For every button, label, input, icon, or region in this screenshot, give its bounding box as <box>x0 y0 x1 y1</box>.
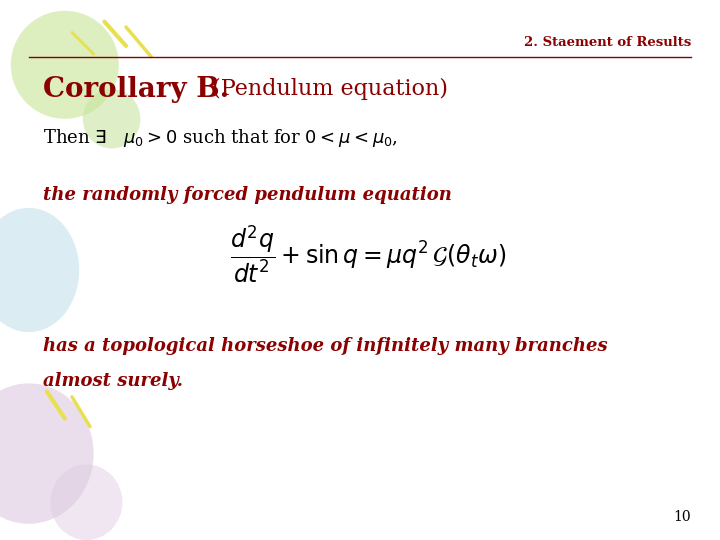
Text: Then $\exists$   $\mu_0 > 0$ such that for $0 < \mu < \mu_0$,: Then $\exists$ $\mu_0 > 0$ such that for… <box>43 127 398 148</box>
Text: (Pendulum equation): (Pendulum equation) <box>205 78 448 100</box>
Text: $\dfrac{d^2q}{dt^2} + \sin q = \mu q^2\,\mathcal{G}(\theta_t\omega)$: $\dfrac{d^2q}{dt^2} + \sin q = \mu q^2\,… <box>230 223 507 285</box>
Text: has a topological horseshoe of infinitely many branches: has a topological horseshoe of infinitel… <box>43 336 608 355</box>
Text: almost surely.: almost surely. <box>43 372 183 390</box>
Ellipse shape <box>0 383 94 524</box>
Text: 10: 10 <box>674 510 691 524</box>
Text: the randomly forced pendulum equation: the randomly forced pendulum equation <box>43 186 452 205</box>
Ellipse shape <box>50 464 122 540</box>
Ellipse shape <box>0 208 79 332</box>
Text: 2. Staement of Results: 2. Staement of Results <box>524 36 691 49</box>
Ellipse shape <box>11 11 119 119</box>
Ellipse shape <box>83 89 140 148</box>
Text: Corollary B.: Corollary B. <box>43 76 230 103</box>
